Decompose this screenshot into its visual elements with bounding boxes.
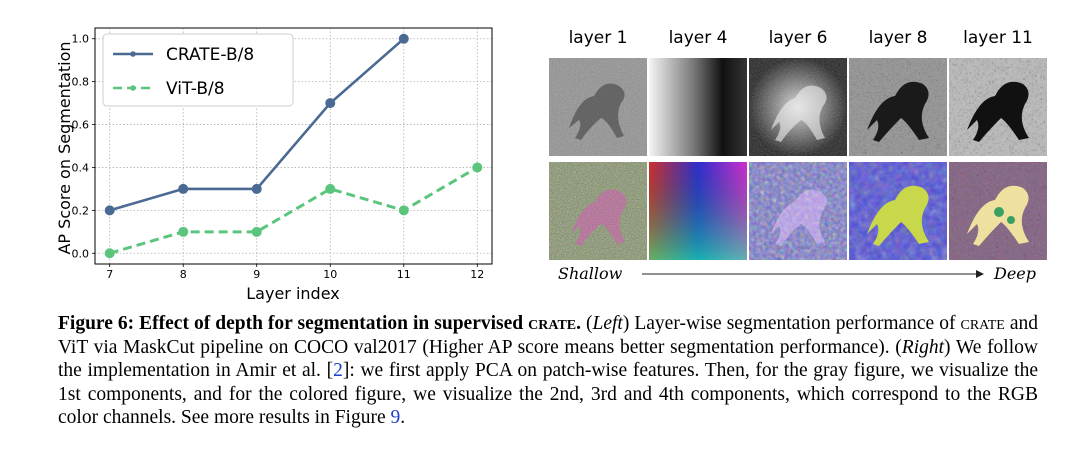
x-tick-label: 9: [253, 268, 260, 281]
series-0-point: [104, 205, 115, 216]
series-1-point: [178, 226, 189, 237]
chart-series: [104, 33, 483, 259]
layer-8-label: layer 8: [868, 28, 928, 48]
legend-box: [102, 33, 294, 107]
y-tick-label: 0.4: [72, 161, 90, 174]
gray-layer-6-image: [749, 58, 847, 156]
depth-arrow: [642, 270, 984, 278]
caption-text-4: ) We follow the implementation in Amir e…: [58, 336, 1038, 382]
chart-legend: CRATE-B/8 ViT-B/8: [102, 33, 294, 107]
caption-crate: crate: [960, 313, 1005, 334]
chart-canvas: 7 8 9 10 11 120.00.20.40.60.81.0 Layer index …: [55, 27, 493, 303]
series-1-point: [104, 248, 115, 259]
legend-marker-0: [130, 51, 136, 57]
figure-9-link[interactable]: 9: [390, 407, 401, 428]
x-tick-label: 11: [397, 268, 411, 281]
color-layer-4-image: [649, 162, 747, 260]
y-tick-label: 0.2: [72, 204, 90, 217]
caption-text-6: .: [400, 407, 406, 428]
y-tick-label: 0.0: [72, 247, 90, 260]
caption-left: Left: [592, 313, 623, 334]
y-tick-label: 0.8: [72, 76, 90, 89]
gray-layer-8-image: [849, 58, 947, 156]
caption-text-3: and ViT via MaskCut pipeline on COCO val…: [58, 313, 1039, 358]
shallow-label: Shallow: [558, 264, 623, 283]
y-tick-label: 1.0: [72, 33, 90, 46]
caption-text-1: (: [581, 313, 593, 334]
series-0-point: [251, 183, 262, 194]
x-tick-label: 12: [470, 268, 484, 281]
color-layer-6-image: [749, 162, 847, 260]
series-1-point: [325, 183, 336, 194]
color-layer-1-image: [549, 162, 647, 260]
caption-text-2: ) Layer-wise segmentation performance of: [622, 313, 961, 334]
series-1-point: [398, 205, 409, 216]
legend-label-0: CRATE-B/8: [166, 45, 254, 65]
gray-layer-1-image: [549, 58, 647, 156]
segmentation-chart: 7 8 9 10 11 12 0.0 0.2 0.4 0.6 0.8 1.0 Layer index …: [0, 0, 520, 310]
x-tick-label: 8: [180, 268, 187, 281]
gray-layer-4-image: [649, 58, 747, 156]
pca-visualization-grid: layer 1 layer 4 layer 6 layer 8 layer 11: [548, 28, 1048, 290]
series-0-point: [398, 33, 409, 44]
legend-label-1: ViT-B/8: [166, 79, 225, 99]
caption-text-5: ]: we first apply PCA on patch-wise feat…: [58, 360, 1039, 428]
caption-fig-label: Figure 6: Effect of depth for segmentati…: [58, 313, 529, 334]
deep-label: Deep: [994, 264, 1037, 283]
layer-6-label: layer 6: [768, 28, 828, 48]
series-0-point: [325, 98, 336, 109]
caption-title-period: .: [576, 313, 581, 334]
color-layer-8-image: [849, 162, 947, 260]
color-layer-11-image: [949, 162, 1047, 260]
gray-layer-11-image: [949, 58, 1047, 156]
chart-tick-labels: 7 8 9 10 11 12 0.0 0.2 0.4 0.6 0.8 1.0: [72, 33, 485, 281]
layer-4-label: layer 4: [668, 28, 728, 48]
series-1-point: [251, 226, 262, 237]
series-1-point: [472, 162, 483, 173]
plot-frame: [94, 27, 493, 265]
x-tick-label: 10: [323, 268, 337, 281]
x-tick-label: 7: [106, 268, 113, 281]
legend-marker-1: [130, 85, 136, 91]
y-tick-label: 0.6: [72, 119, 90, 132]
x-axis-label: Layer index: [246, 284, 339, 303]
chart-axes: [92, 27, 493, 267]
series-line-1: [109, 166, 479, 255]
layer-1-label: layer 1: [568, 28, 628, 48]
layer-11-label: layer 11: [963, 28, 1033, 48]
citation-link-2[interactable]: 2: [333, 360, 343, 381]
figure-caption: Figure 6: Effect of depth for segmentati…: [58, 312, 1038, 430]
series-0-point: [178, 183, 189, 194]
caption-right: Right: [901, 336, 945, 358]
caption-crate-title: crate: [528, 313, 577, 334]
y-axis-label: AP Score on Segmentation: [55, 41, 74, 254]
